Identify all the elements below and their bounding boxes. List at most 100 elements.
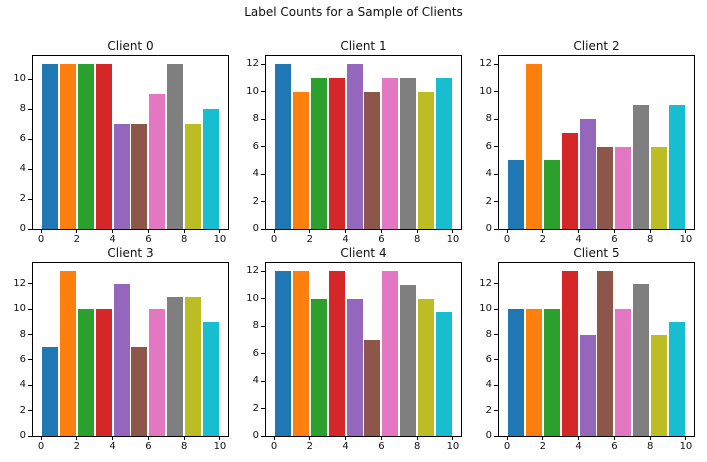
bar-label-8	[651, 334, 668, 436]
x-tick-label: 10	[679, 441, 693, 452]
plot-axes: 0 2 4 6 8 10 12 0 2 4 6 8 10	[479, 262, 695, 452]
y-tick-label: 6	[19, 133, 26, 145]
y-tick-mark	[28, 308, 32, 310]
y-tick-mark	[261, 118, 265, 120]
x-tick-label: 10	[446, 234, 460, 245]
y-tick-label: 4	[252, 168, 259, 180]
subplot-client-2: Client 2 0 2 4 6 8 10 12 0 2 4 6 8 10	[471, 39, 695, 248]
plot-area: 0 2 4 6 8 10 12 0 2 4 6 8 10	[13, 263, 228, 452]
bar-label-0	[274, 271, 292, 436]
y-tick-mark	[28, 228, 32, 230]
y-tick-label: 6	[252, 347, 259, 359]
bar-label-1	[292, 271, 309, 436]
y-tick-mark	[494, 334, 498, 336]
plot-axes: 0 2 4 6 8 10 0 2 4 6 8 10	[13, 55, 229, 245]
bar-label-0	[41, 347, 59, 436]
y-tick-mark	[261, 435, 265, 437]
x-tick-mark	[613, 436, 615, 440]
y-tick-label: 0	[19, 223, 26, 234]
subplot-client-0: Client 0 0 2 4 6 8 10 0 2 4 6 8 10	[5, 39, 229, 248]
y-tick-label: 0	[485, 430, 492, 441]
bar-label-3	[328, 77, 345, 229]
x-tick-label: 8	[646, 441, 654, 452]
plot-area: 0 2 4 6 8 10 12 0 2 4 6 8 10	[246, 56, 461, 245]
bar-label-1	[292, 91, 309, 229]
y-tick-mark	[494, 91, 498, 93]
x-tick-label: 4	[342, 441, 349, 452]
y-tick-mark	[261, 380, 265, 382]
x-tick-mark	[40, 436, 42, 440]
y-tick-label: 10	[13, 303, 26, 315]
bar-label-4	[579, 334, 596, 436]
x-tick-mark	[685, 229, 687, 233]
y-tick-mark	[494, 173, 498, 175]
y-tick-label: 8	[19, 328, 26, 340]
x-tick-label: 10	[213, 441, 227, 452]
bar-label-9	[202, 321, 220, 436]
x-tick-mark	[183, 436, 185, 440]
bar-label-0	[507, 160, 525, 229]
y-tick-label: 2	[485, 404, 492, 416]
bar-label-0	[274, 64, 292, 229]
x-tick-mark	[147, 229, 149, 233]
bar-label-4	[113, 124, 130, 229]
bar-label-2	[543, 160, 560, 229]
x-tick-mark	[219, 229, 221, 233]
y-tick-mark	[494, 308, 498, 310]
subplot-title: Client 5	[573, 246, 620, 260]
x-tick-mark	[416, 436, 418, 440]
bar-label-5	[131, 347, 148, 436]
x-tick-label: 4	[342, 234, 349, 245]
bar-label-7	[167, 296, 184, 436]
y-tick-label: 2	[252, 402, 259, 414]
x-tick-label: 2	[73, 234, 81, 245]
bar-label-9	[668, 321, 686, 436]
x-tick-mark	[273, 436, 275, 440]
bar-label-6	[149, 94, 166, 229]
x-tick-label: 10	[213, 234, 227, 245]
y-tick-mark	[28, 138, 32, 140]
x-tick-label: 6	[145, 234, 152, 245]
y-tick-label: 10	[479, 303, 492, 315]
x-tick-label: 0	[37, 441, 45, 452]
y-tick-mark	[261, 201, 265, 203]
bar-label-8	[651, 146, 668, 229]
x-tick-label: 2	[539, 441, 547, 452]
y-tick-mark	[494, 228, 498, 230]
y-tick-mark	[494, 146, 498, 148]
subplot-title: Client 2	[573, 39, 620, 53]
bar-label-2	[310, 298, 327, 436]
x-tick-mark	[542, 436, 544, 440]
y-tick-label: 0	[252, 223, 259, 234]
plot-area: 0 2 4 6 8 10 12 0 2 4 6 8 10	[479, 263, 694, 452]
y-tick-label: 4	[485, 168, 492, 180]
bar-label-3	[328, 271, 345, 436]
y-tick-label: 10	[246, 292, 259, 304]
x-tick-mark	[578, 436, 580, 440]
y-tick-label: 8	[485, 328, 492, 340]
y-tick-mark	[494, 410, 498, 412]
bar-label-8	[185, 124, 202, 229]
subplot-client-4: Client 4 0 2 4 6 8 10 12 0 2 4 6 8 10	[238, 246, 462, 455]
y-tick-mark	[494, 384, 498, 386]
y-tick-label: 0	[485, 223, 492, 234]
x-tick-mark	[309, 436, 311, 440]
bar-label-8	[418, 91, 435, 229]
bar-label-6	[615, 146, 632, 229]
y-tick-label: 2	[485, 195, 492, 207]
subplot-title: Client 3	[107, 246, 154, 260]
subplot-client-1: Client 1 0 2 4 6 8 10 12 0 2 4 6 8 10	[238, 39, 462, 248]
y-tick-mark	[261, 173, 265, 175]
x-tick-label: 8	[646, 234, 654, 245]
y-tick-mark	[28, 283, 32, 285]
bar-label-6	[149, 309, 166, 436]
y-tick-label: 10	[246, 85, 259, 97]
x-tick-mark	[309, 229, 311, 233]
y-tick-mark	[261, 228, 265, 230]
x-tick-label: 8	[413, 441, 421, 452]
bar-label-4	[346, 298, 363, 436]
bar-label-1	[525, 309, 542, 436]
bar-label-1	[525, 64, 542, 229]
x-tick-mark	[40, 229, 42, 233]
x-tick-mark	[183, 229, 185, 233]
